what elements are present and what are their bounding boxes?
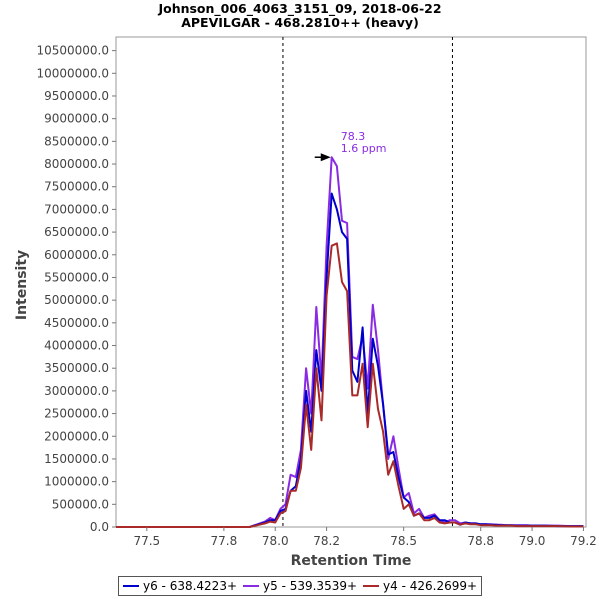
x-tick-label: 78.5 bbox=[390, 534, 417, 548]
y-tick-label: 500000.0 bbox=[52, 497, 109, 511]
y-tick-label: 6000000.0 bbox=[44, 248, 109, 262]
y-tick-label: 6500000.0 bbox=[44, 225, 109, 239]
x-axis-label: Retention Time bbox=[291, 553, 412, 569]
y-tick-label: 9000000.0 bbox=[44, 112, 109, 126]
chart-title: Johnson_006_4063_3151_09, 2018-06-22 bbox=[157, 1, 441, 17]
legend-swatch-y6 bbox=[123, 585, 139, 587]
peak-annotation-text: 1.6 ppm bbox=[341, 142, 387, 155]
series-line-y4 bbox=[116, 242, 584, 528]
series-lines bbox=[116, 156, 584, 528]
y-tick-label: 2500000.0 bbox=[44, 407, 109, 421]
legend-label-y6: y6 - 638.4223+ bbox=[143, 579, 238, 593]
y-tick-label: 8000000.0 bbox=[44, 157, 109, 171]
y-tick-label: 5500000.0 bbox=[44, 270, 109, 284]
x-axis: 77.5 77.8 78.0 78.2 78.5 78.8 79.0 79.2 bbox=[133, 527, 597, 548]
legend-label-y4: y4 - 426.2699+ bbox=[383, 579, 478, 593]
peak-arrow-icon bbox=[320, 153, 331, 162]
y-tick-label: 0.0 bbox=[90, 520, 109, 534]
y-tick-label: 1500000.0 bbox=[44, 452, 109, 466]
y-tick-label: 5000000.0 bbox=[44, 293, 109, 307]
chart-subtitle: APEVILGAR - 468.2810++ (heavy) bbox=[181, 15, 419, 30]
legend-swatch-y4 bbox=[363, 585, 380, 587]
x-tick-label: 78.0 bbox=[262, 534, 289, 548]
boundary-lines bbox=[282, 37, 453, 527]
y-tick-label: 10500000.0 bbox=[36, 44, 109, 58]
peak-annotation: 78.31.6 ppm bbox=[314, 130, 387, 162]
y-axis-label: Intensity bbox=[14, 250, 30, 320]
y-tick-label: 4500000.0 bbox=[44, 316, 109, 330]
x-tick-label: 78.2 bbox=[313, 534, 340, 548]
legend: y6 - 638.4223+ y5 - 539.3539+ y4 - 426.2… bbox=[118, 576, 483, 596]
y-tick-label: 9500000.0 bbox=[44, 89, 109, 103]
y-tick-label: 4000000.0 bbox=[44, 339, 109, 353]
plot-area bbox=[115, 36, 587, 528]
y-tick-label: 2000000.0 bbox=[44, 429, 109, 443]
legend-label-y5: y5 - 539.3539+ bbox=[263, 579, 358, 593]
legend-item-y4[interactable]: y4 - 426.2699+ bbox=[363, 579, 477, 593]
peak-annotation-text: 78.3 bbox=[341, 130, 366, 143]
y-tick-label: 3000000.0 bbox=[44, 384, 109, 398]
y-tick-label: 10000000.0 bbox=[36, 66, 109, 80]
legend-item-y5[interactable]: y5 - 539.3539+ bbox=[243, 579, 357, 593]
y-tick-label: 7000000.0 bbox=[44, 202, 109, 216]
x-tick-label: 79.2 bbox=[570, 534, 597, 548]
y-tick-label: 7500000.0 bbox=[44, 180, 109, 194]
y-axis: 0.0 500000.0 1000000.0 1500000.0 2000000.0 25… bbox=[36, 44, 116, 534]
x-tick-label: 79.0 bbox=[519, 534, 546, 548]
y-tick-label: 1000000.0 bbox=[44, 475, 109, 489]
y-tick-label: 8500000.0 bbox=[44, 134, 109, 148]
legend-swatch-y5 bbox=[243, 585, 260, 587]
x-tick-label: 77.8 bbox=[211, 534, 238, 548]
x-tick-label: 78.8 bbox=[467, 534, 494, 548]
x-tick-label: 77.5 bbox=[133, 534, 160, 548]
y-tick-label: 3500000.0 bbox=[44, 361, 109, 375]
legend-item-y6[interactable]: y6 - 638.4223+ bbox=[123, 579, 237, 593]
